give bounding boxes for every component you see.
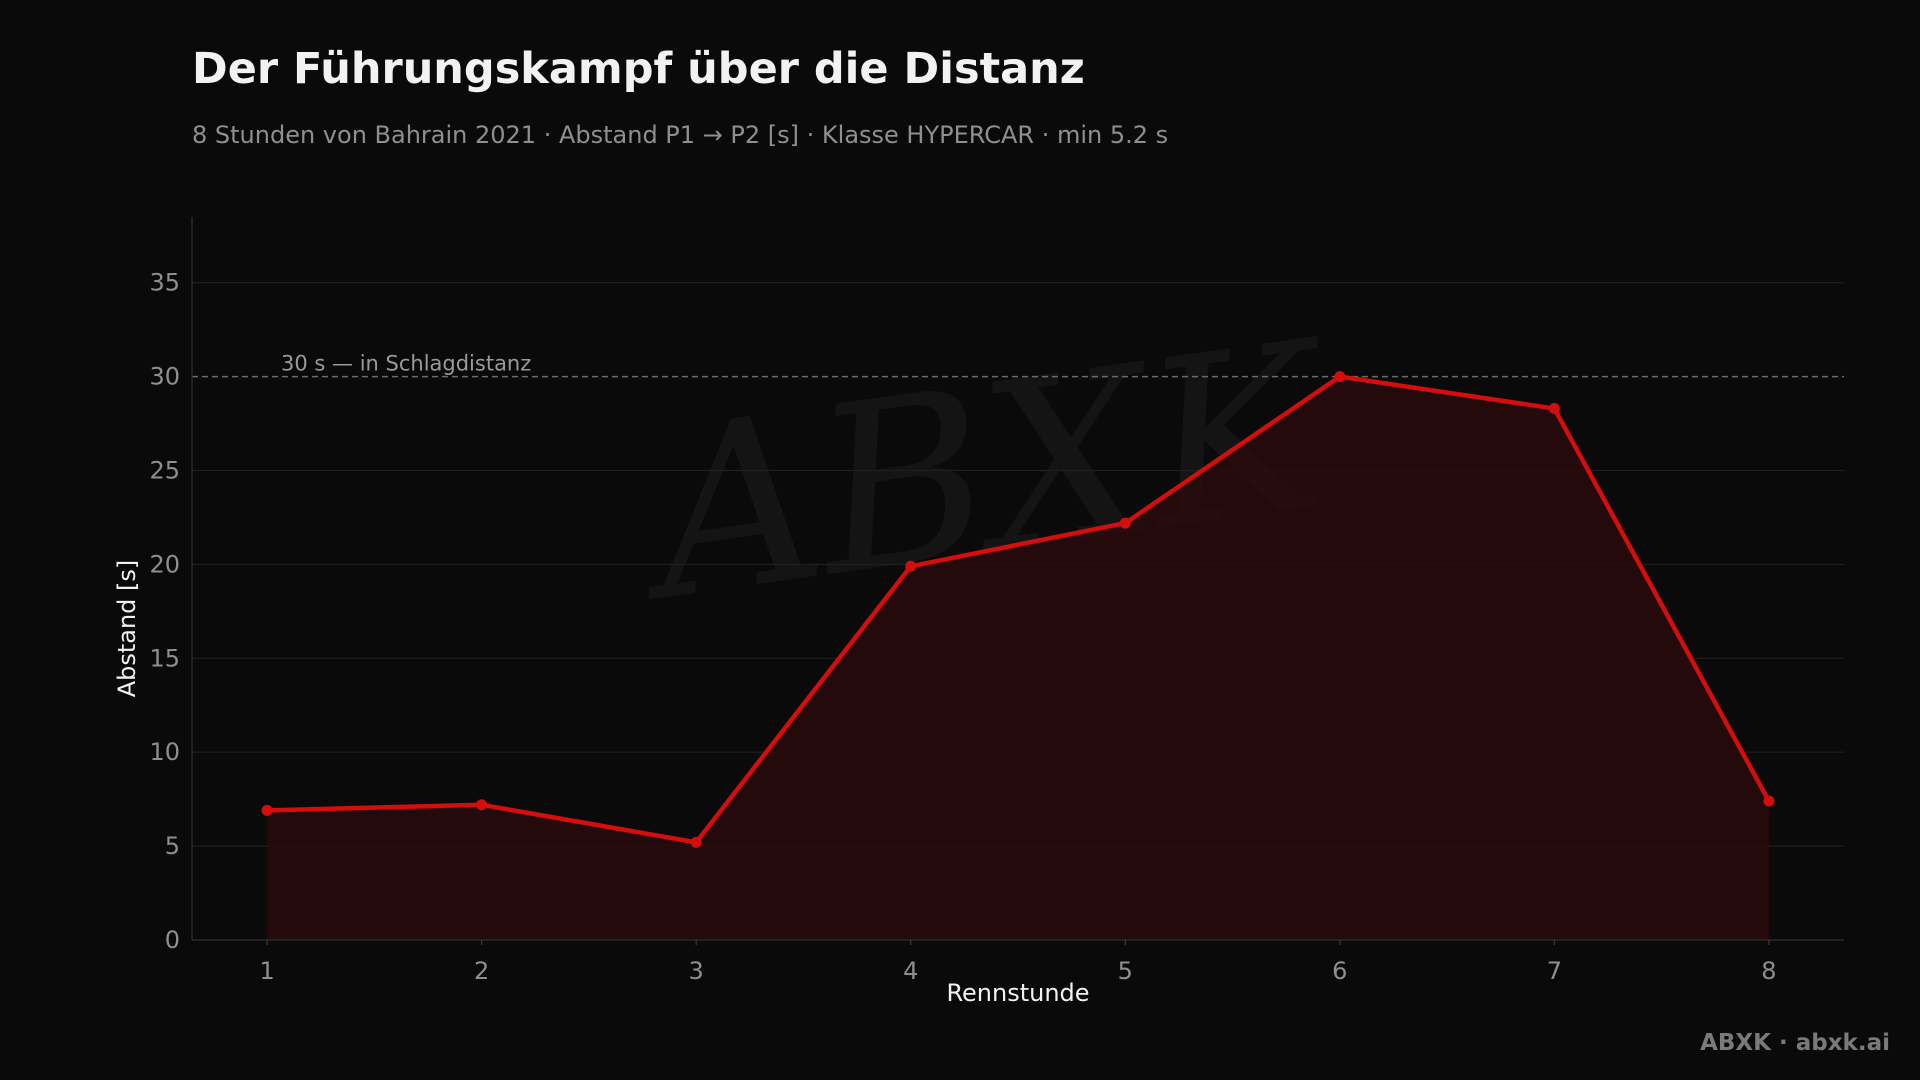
chart-subtitle: 8 Stunden von Bahrain 2021 · Abstand P1 …	[192, 121, 1169, 149]
reference-line-label: 30 s — in Schlagdistanz	[281, 352, 531, 376]
data-point	[1548, 403, 1560, 415]
y-tick-label: 0	[165, 926, 180, 954]
y-tick-label: 35	[149, 269, 180, 297]
series	[261, 371, 1775, 848]
y-axis-label: Abstand [s]	[113, 560, 141, 698]
data-point	[1334, 371, 1346, 383]
y-tick-label: 30	[149, 363, 180, 391]
y-tick-label: 25	[149, 457, 180, 485]
x-tick-label: 5	[1118, 957, 1133, 985]
axes	[191, 217, 1844, 945]
y-tick-label: 20	[149, 550, 180, 578]
y-tick-label: 5	[165, 832, 180, 860]
area-fill	[267, 376, 1769, 940]
data-point	[905, 560, 917, 572]
data-point	[1119, 517, 1131, 529]
series-line	[267, 374, 1771, 845]
x-tick-label: 2	[474, 957, 489, 985]
chart-title: Der Führungskampf über die Distanz	[192, 44, 1085, 94]
x-axis-label: Rennstunde	[946, 979, 1089, 1007]
x-tick-label: 3	[689, 957, 704, 985]
x-tick-label: 6	[1332, 957, 1347, 985]
data-point	[261, 804, 273, 816]
y-tick-label: 10	[149, 738, 180, 766]
data-point	[690, 836, 702, 848]
x-tick-label: 8	[1761, 957, 1776, 985]
footer-credit: ABXK · abxk.ai	[1700, 1030, 1890, 1056]
data-point	[476, 799, 488, 811]
x-tick-label: 4	[903, 957, 918, 985]
x-tick-label: 7	[1547, 957, 1562, 985]
tick-labels: 0 5 10 15 20 25 30 35 1 2 3 4 5 6 7 8	[149, 269, 1776, 985]
y-tick-label: 15	[149, 644, 180, 672]
x-tick-label: 1	[259, 957, 274, 985]
data-point	[1763, 795, 1775, 807]
series-area	[267, 376, 1769, 940]
reference-line-group: 30 s — in Schlagdistanz	[192, 352, 1844, 378]
